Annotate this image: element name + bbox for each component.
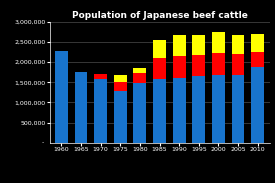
- Bar: [192, 76, 205, 143]
- Bar: [94, 79, 107, 143]
- Bar: [75, 72, 87, 143]
- Bar: [212, 53, 225, 75]
- Bar: [94, 74, 107, 79]
- Bar: [133, 68, 146, 73]
- Bar: [114, 91, 126, 143]
- Bar: [212, 75, 225, 143]
- Bar: [133, 73, 146, 83]
- Bar: [153, 79, 166, 143]
- Bar: [212, 32, 225, 53]
- Bar: [251, 68, 264, 143]
- Bar: [114, 75, 126, 82]
- Text: -: -: [42, 140, 44, 145]
- Bar: [114, 82, 126, 91]
- Bar: [232, 54, 244, 75]
- Bar: [173, 78, 186, 143]
- Title: Population of Japanese beef cattle: Population of Japanese beef cattle: [72, 11, 248, 20]
- Bar: [173, 35, 186, 56]
- Bar: [133, 83, 146, 143]
- Bar: [251, 34, 264, 52]
- Bar: [153, 58, 166, 79]
- Bar: [173, 56, 186, 78]
- Bar: [251, 52, 264, 68]
- Bar: [153, 40, 166, 58]
- Bar: [232, 75, 244, 143]
- Bar: [192, 55, 205, 76]
- Bar: [232, 35, 244, 54]
- Bar: [192, 35, 205, 55]
- Bar: [55, 51, 68, 143]
